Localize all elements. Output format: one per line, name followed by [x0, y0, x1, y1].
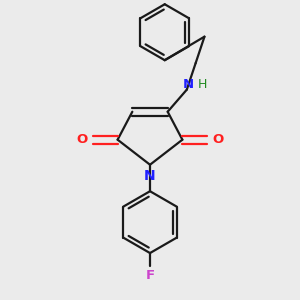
Text: F: F: [146, 268, 154, 282]
Text: N: N: [144, 169, 156, 183]
Text: O: O: [77, 133, 88, 146]
Text: O: O: [212, 133, 223, 146]
Text: N: N: [183, 78, 194, 91]
Text: H: H: [197, 78, 207, 91]
